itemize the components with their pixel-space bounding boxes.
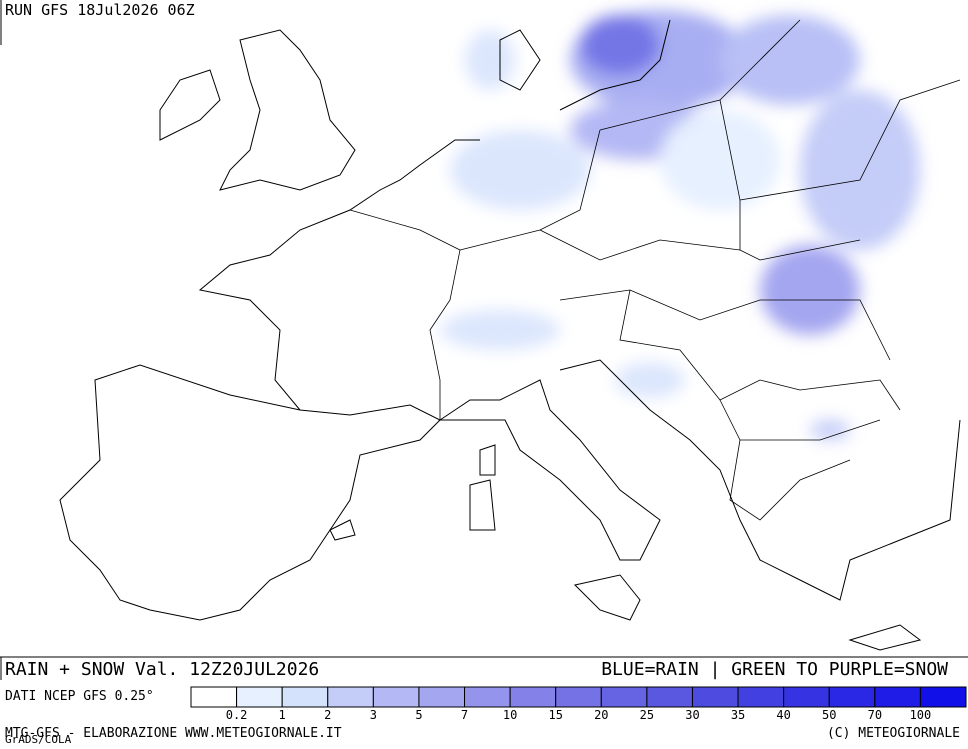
- run-label: RUN GFS 18Jul2026 06Z: [5, 1, 195, 19]
- map: [59, 10, 961, 651]
- caption-left: RAIN + SNOW Val. 12Z20JUL2026: [5, 659, 319, 680]
- colorbar-box: [919, 686, 967, 708]
- colorbar-box: [418, 686, 466, 708]
- colorbar-box: [509, 686, 557, 708]
- colorbar-box: [464, 686, 511, 708]
- colorbar-box: [691, 686, 739, 708]
- colorbar-label: 30: [685, 708, 699, 722]
- colorbar-box: [190, 686, 238, 708]
- colorbar-box: [874, 686, 921, 708]
- colorbar-label: 2: [324, 708, 331, 722]
- colorbar-label: 70: [868, 708, 882, 722]
- colorbar-box: [327, 686, 374, 708]
- colorbar-label: 5: [415, 708, 422, 722]
- colorbar-label: 40: [776, 708, 790, 722]
- caption-right: BLUE=RAIN | GREEN TO PURPLE=SNOW: [601, 659, 948, 680]
- grads-credit: GrADS/COLA: [5, 733, 72, 745]
- colorbar-label: 35: [731, 708, 745, 722]
- colorbar: 0.2 1 2 3 5 7 10 15 20 25 30 35 40 50 70 100: [190, 686, 967, 722]
- borders: [349, 19, 961, 521]
- colorbar-label: 25: [640, 708, 654, 722]
- data-source: DATI NCEP GFS 0.25°: [5, 689, 154, 704]
- colorbar-box: [646, 686, 693, 708]
- colorbar-box: [737, 686, 785, 708]
- footer-right: (C) METEOGIORNALE: [827, 726, 960, 741]
- colorbar-label: 100: [910, 708, 932, 722]
- colorbar-box: [828, 686, 876, 708]
- colorbar-label: 50: [822, 708, 836, 722]
- colorbar-box: [555, 686, 602, 708]
- colorbar-box: [600, 686, 648, 708]
- colorbar-label: 0.2: [226, 708, 248, 722]
- coastlines: [59, 19, 961, 651]
- colorbar-box: [372, 686, 420, 708]
- colorbar-box: [281, 686, 329, 708]
- colorbar-box: [783, 686, 830, 708]
- precipitation-field: [440, 10, 920, 440]
- colorbar-box: [236, 686, 283, 708]
- colorbar-label: 3: [370, 708, 377, 722]
- colorbar-label: 20: [594, 708, 608, 722]
- footer-left: MTG-GFS - ELABORAZIONE WWW.METEOGIORNALE…: [5, 726, 342, 741]
- colorbar-label: 7: [461, 708, 468, 722]
- colorbar-label: 15: [548, 708, 562, 722]
- colorbar-label: 1: [279, 708, 286, 722]
- colorbar-label: 10: [503, 708, 517, 722]
